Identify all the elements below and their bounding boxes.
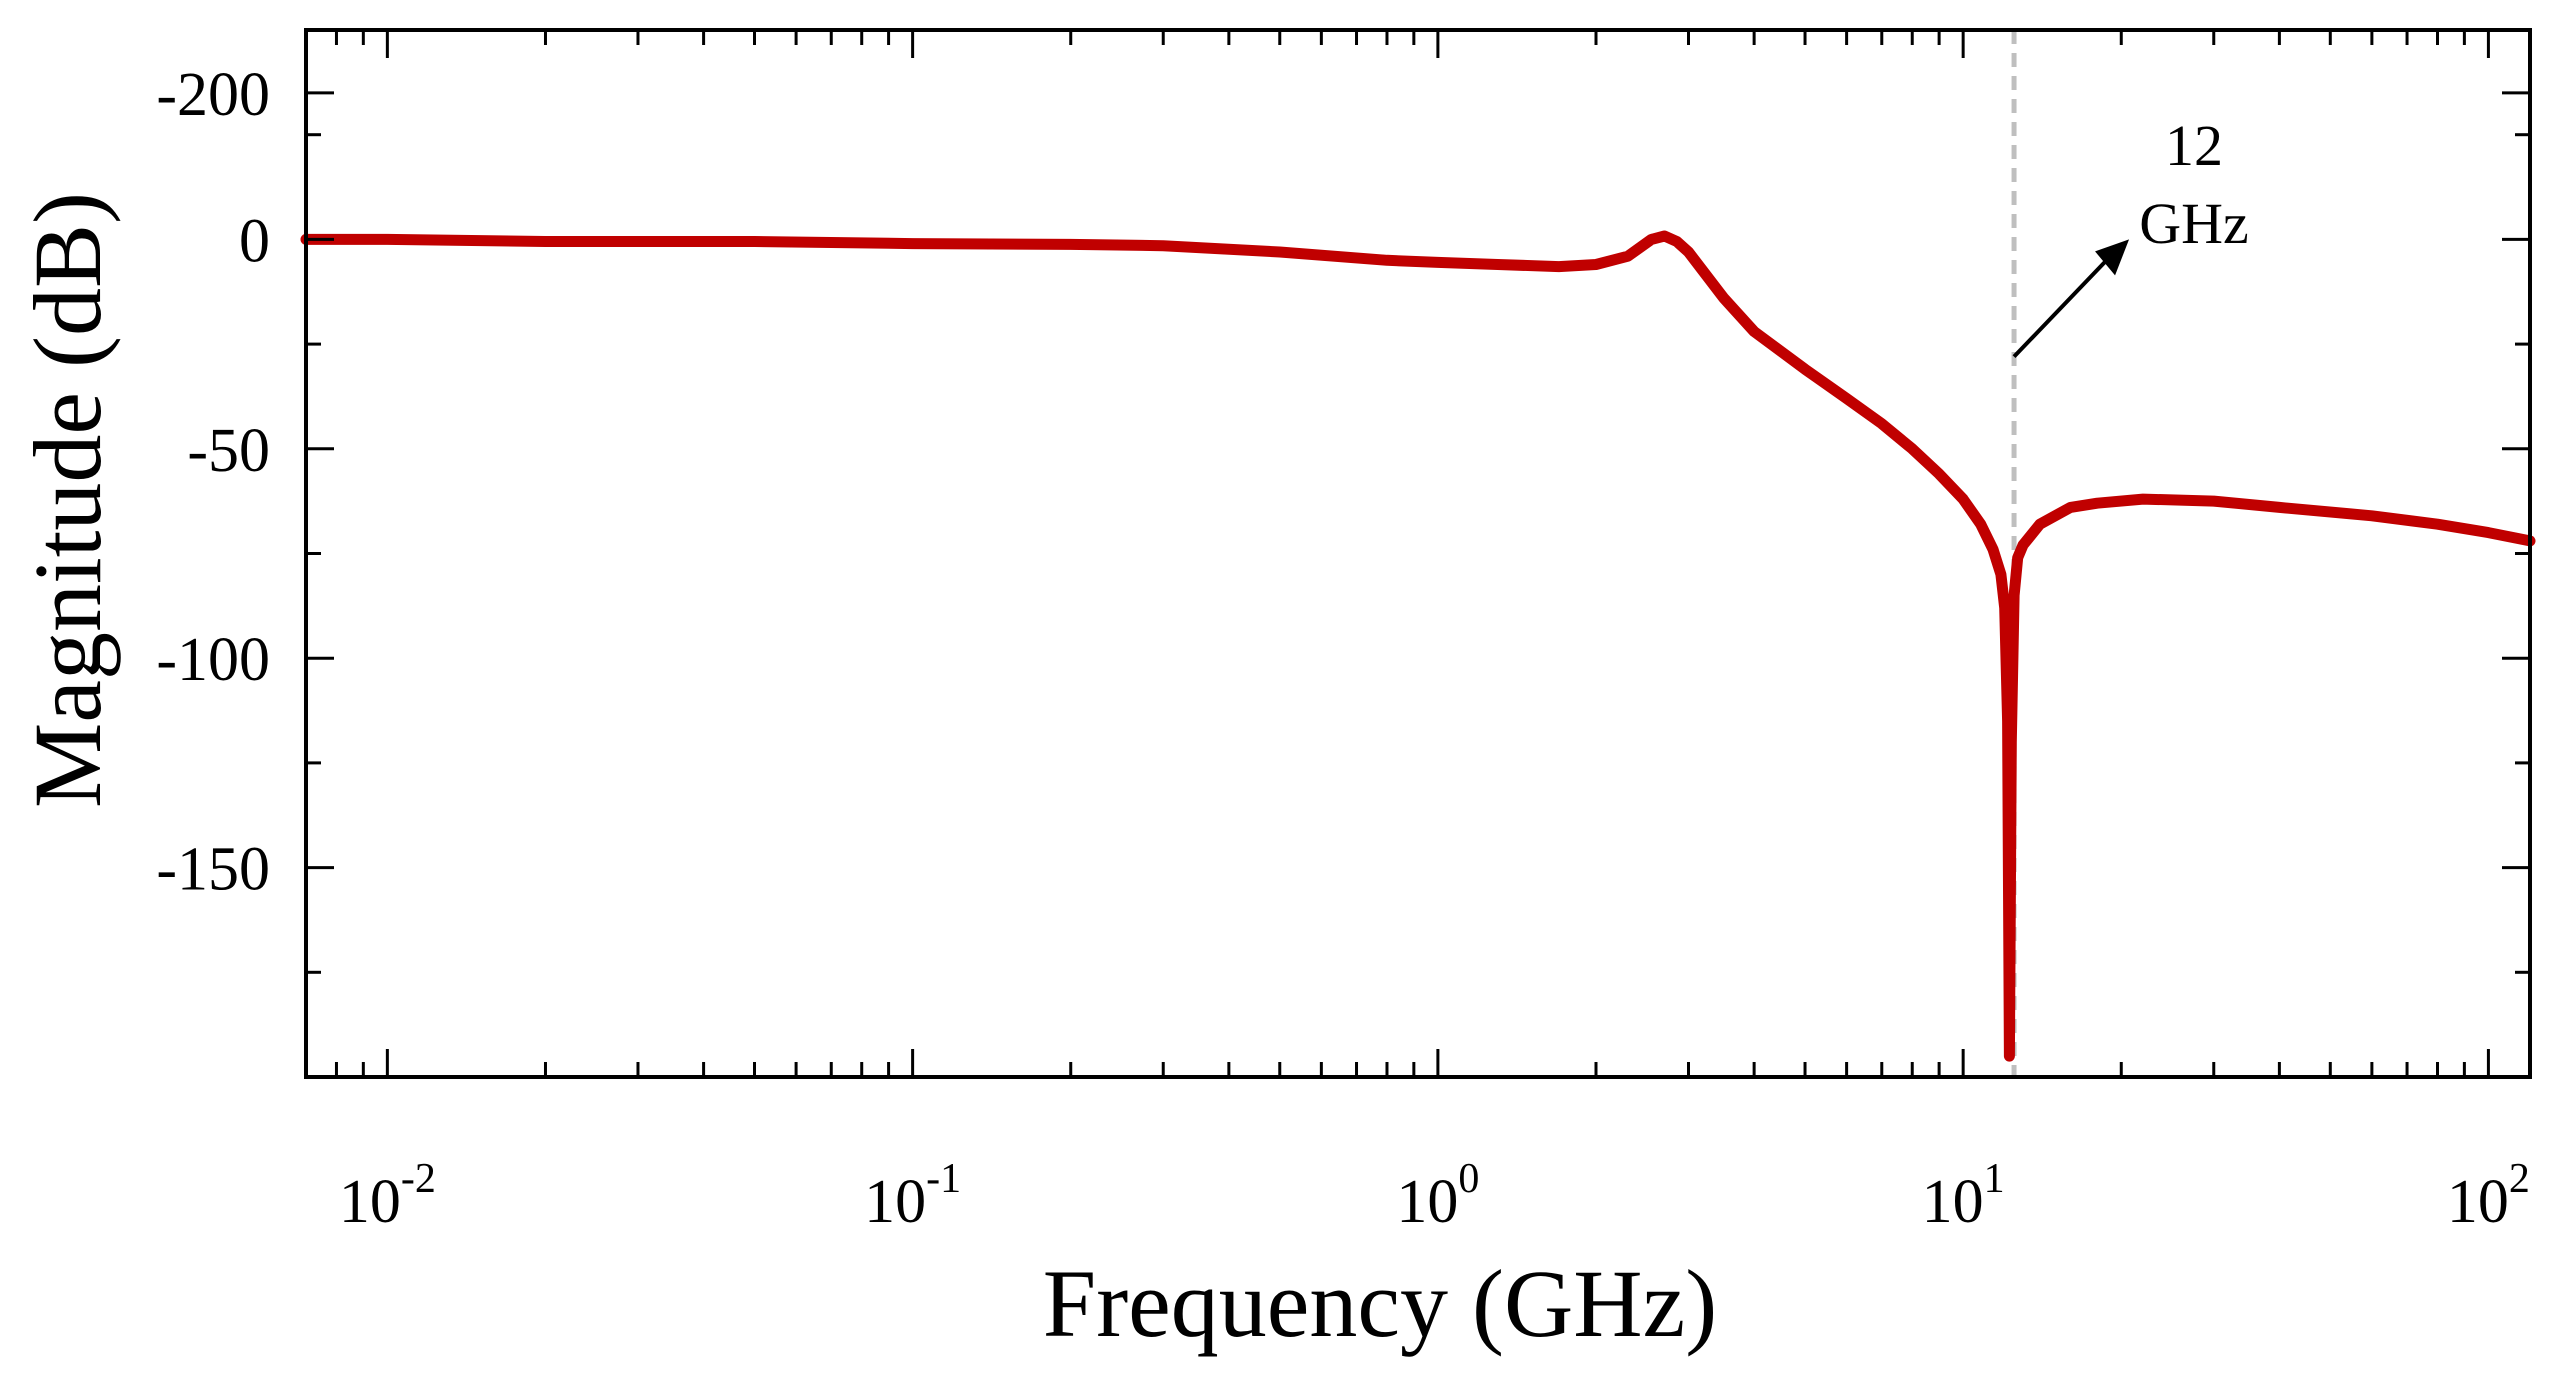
x-tick-exponent: 0 bbox=[1458, 1156, 1479, 1202]
x-tick-base: 10 bbox=[864, 1168, 926, 1236]
x-tick-label: 101 bbox=[1922, 1156, 2005, 1236]
annotation-arrow-shaft bbox=[2012, 250, 2117, 359]
plot-frame bbox=[304, 28, 2532, 1079]
y-tick-label: -50 bbox=[187, 417, 270, 485]
x-tick-label: 10-1 bbox=[864, 1156, 961, 1236]
x-tick-base: 10 bbox=[1396, 1168, 1458, 1236]
y-tick-label: -200 bbox=[156, 61, 270, 129]
y-tick-label: -100 bbox=[156, 626, 270, 694]
y-axis-title: Magnitude (dB) bbox=[14, 192, 121, 808]
x-axis-title: Frequency (GHz) bbox=[1043, 1250, 1717, 1357]
annotation-arrow-head bbox=[2095, 239, 2130, 276]
x-tick-label: 100 bbox=[1396, 1156, 1479, 1236]
y-tick-label: 0 bbox=[239, 207, 270, 275]
series-line-magnitude bbox=[300, 230, 2536, 1062]
annotation-layer: 12 GHz bbox=[2012, 113, 2249, 359]
axes-layer bbox=[304, 28, 2532, 1079]
x-tick-label: 10-2 bbox=[339, 1156, 436, 1236]
annotation-text-unit: GHz bbox=[2139, 191, 2249, 256]
x-tick-exponent: -2 bbox=[401, 1156, 436, 1202]
ticks-layer bbox=[304, 30, 2530, 1077]
x-tick-exponent: -1 bbox=[926, 1156, 961, 1202]
series-layer bbox=[300, 230, 2536, 1062]
y-tick-label: -150 bbox=[156, 836, 270, 904]
x-tick-base: 10 bbox=[2447, 1168, 2509, 1236]
x-tick-base: 10 bbox=[1922, 1168, 1984, 1236]
x-tick-base: 10 bbox=[339, 1168, 401, 1236]
x-tick-label: 102 bbox=[2447, 1156, 2530, 1236]
x-tick-exponent: 2 bbox=[2509, 1156, 2530, 1202]
annotation-text-value: 12 bbox=[2165, 113, 2223, 178]
x-tick-exponent: 1 bbox=[1984, 1156, 2005, 1202]
